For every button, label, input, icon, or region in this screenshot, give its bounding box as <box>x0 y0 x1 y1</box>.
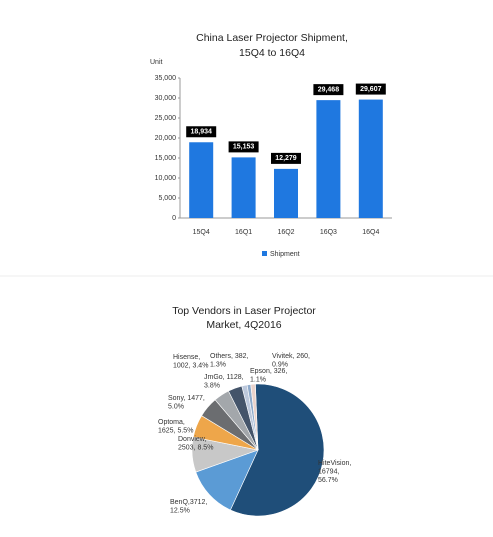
chart-title: China Laser Projector Shipment, <box>196 32 348 44</box>
bar <box>274 168 298 218</box>
slice-label: Epson, 326, <box>250 368 287 375</box>
bar <box>358 99 383 218</box>
pie-slice <box>250 383 259 451</box>
x-tick-label: 16Q2 <box>277 229 294 236</box>
slice-label: Donview, <box>178 436 206 443</box>
slice-label: 5.0% <box>168 403 184 410</box>
y-tick-label: 20,000 <box>155 135 177 142</box>
slice-label: 56.7% <box>318 477 338 484</box>
y-tick-label: 25,000 <box>155 115 177 122</box>
value-label: 18,934 <box>190 129 212 136</box>
slice-label: 12.5% <box>170 507 190 514</box>
bar <box>231 157 256 218</box>
slice-label: Vivitek, 260, <box>272 353 310 360</box>
value-label-box <box>313 84 344 96</box>
y-tick-label: 10,000 <box>155 175 177 182</box>
value-label: 15,153 <box>233 144 255 151</box>
x-tick-label: 16Q3 <box>320 229 337 236</box>
value-label: 12,279 <box>275 155 297 162</box>
bar <box>189 142 214 218</box>
value-label: 29,468 <box>318 86 340 93</box>
legend-swatch <box>262 251 267 256</box>
x-tick-label: 16Q4 <box>362 229 379 236</box>
slice-label: 1002, 3.4% <box>173 362 208 369</box>
y-tick-label: 0 <box>172 215 176 222</box>
slice-label: Others, 382, <box>210 353 249 360</box>
chart-title: 15Q4 to 16Q4 <box>239 47 305 59</box>
pie-slice <box>230 383 325 517</box>
x-tick-label: 16Q1 <box>235 229 252 236</box>
value-label-box <box>228 141 259 153</box>
slice-label: 1.1% <box>250 376 266 383</box>
value-label-box <box>355 83 386 95</box>
slice-label: HiteVision, <box>318 460 351 467</box>
chart-title: Top Vendors in Laser Projector <box>172 305 316 317</box>
value-label-box <box>271 152 301 164</box>
y-tick-label: 15,000 <box>155 155 177 162</box>
slice-label: 2503, 8.5% <box>178 444 213 451</box>
legend-label: Shipment <box>270 251 300 258</box>
y-axis-label: Unit <box>150 59 163 66</box>
slice-label: JmGo, 1128, <box>204 374 244 381</box>
slice-label: 16794, <box>318 468 339 475</box>
slice-label: 0.9% <box>272 361 288 368</box>
slice-label: Sony, 1477, <box>168 395 205 402</box>
value-label: 29,607 <box>360 86 382 93</box>
slice-label: 1.3% <box>210 361 226 368</box>
slice-label: 3.8% <box>204 382 220 389</box>
slice-label: Optoma, <box>158 419 185 426</box>
y-tick-label: 5,000 <box>158 195 176 202</box>
bar <box>316 100 341 218</box>
value-label-box <box>186 126 217 138</box>
slice-label: 1625, 5.5% <box>158 427 193 434</box>
slice-label: Hisense, <box>173 354 200 361</box>
y-tick-label: 35,000 <box>155 75 177 82</box>
y-tick-label: 30,000 <box>155 95 177 102</box>
slice-label: BenQ,3712, <box>170 499 207 506</box>
x-tick-label: 15Q4 <box>193 229 210 236</box>
chart-title: Market, 4Q2016 <box>206 319 281 331</box>
